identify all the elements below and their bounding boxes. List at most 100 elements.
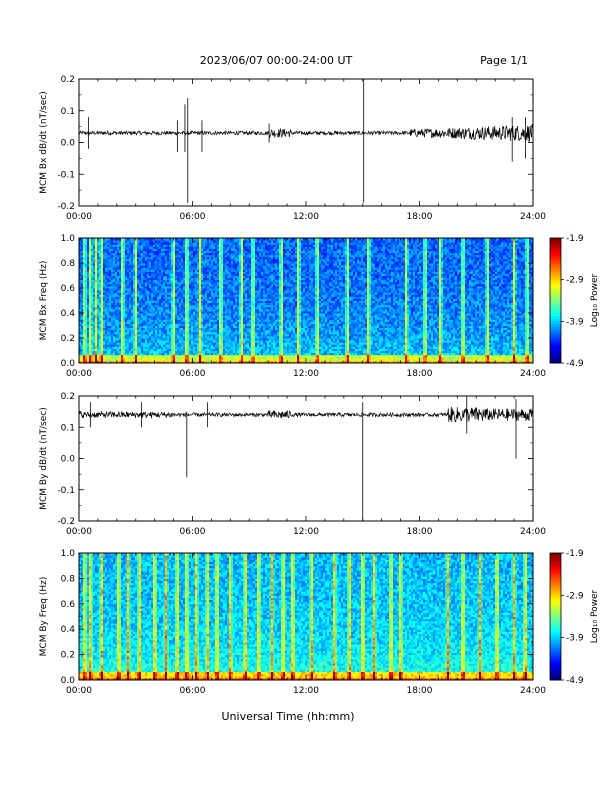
spectrogram-cell xyxy=(109,352,112,356)
spectrogram-cell xyxy=(95,242,98,245)
spectrogram-cell xyxy=(147,323,150,326)
spectrogram-cell xyxy=(103,319,106,322)
spectrogram-cell xyxy=(147,250,150,254)
spectrogram-cell xyxy=(141,298,144,301)
spectrogram-cell xyxy=(141,296,144,299)
spectrogram-cell xyxy=(155,300,158,304)
spectrogram-cell xyxy=(103,283,106,287)
spectrogram-cell xyxy=(117,244,120,247)
spectrogram-cell xyxy=(153,310,156,314)
spectrogram-cell xyxy=(79,342,82,345)
spectrogram-cell xyxy=(143,244,146,247)
spectrogram-cell xyxy=(151,283,154,287)
spectrogram-cell xyxy=(105,283,108,287)
spectrogram-cell xyxy=(113,302,116,306)
spectrogram-cell xyxy=(93,250,96,254)
spectrogram-cell xyxy=(123,281,126,285)
spectrogram-cell xyxy=(119,279,122,283)
spectrogram-cell xyxy=(99,267,102,270)
spectrogram-cell xyxy=(159,329,162,333)
spectrogram-cell xyxy=(149,350,152,354)
spectrogram-cell xyxy=(131,317,134,320)
spectrogram-cell xyxy=(125,277,128,281)
spectrogram-cell xyxy=(91,256,94,260)
spectrogram-cell xyxy=(89,333,92,337)
spectrogram-cell xyxy=(95,354,98,358)
spectrogram-cell xyxy=(135,313,138,316)
spectrogram-cell xyxy=(125,321,128,324)
spectrogram-cell xyxy=(127,327,130,331)
spectrogram-cell xyxy=(155,281,158,285)
spectrogram-cell xyxy=(143,279,146,283)
spectrogram-cell xyxy=(79,310,82,314)
spectrogram-cell xyxy=(123,265,126,268)
spectrogram-cell xyxy=(113,275,116,279)
spectrogram-cell xyxy=(121,319,124,322)
spectrogram-cell xyxy=(107,323,110,326)
spectrogram-cell xyxy=(103,281,106,285)
spectrogram-cell xyxy=(85,356,88,360)
spectrogram-cell xyxy=(125,242,128,245)
spectrogram-cell xyxy=(97,308,100,312)
spectrogram-cell xyxy=(149,277,152,281)
spectrogram-cell xyxy=(113,238,116,241)
spectrogram-cell xyxy=(131,263,134,266)
spectrogram-cell xyxy=(151,302,154,306)
spectrogram-cell xyxy=(83,244,86,247)
spectrogram-cell xyxy=(95,290,98,293)
spectrogram-cell xyxy=(113,246,116,249)
spectrogram-cell xyxy=(79,358,82,362)
spectrogram-cell xyxy=(93,281,96,285)
spectrogram-cell xyxy=(85,242,88,245)
spectrogram-cell xyxy=(89,296,92,299)
spectrogram-cell xyxy=(103,344,106,347)
spectrogram-cell xyxy=(83,323,86,326)
spectrogram-cell xyxy=(83,310,86,314)
spectrogram-cell xyxy=(103,346,106,349)
spectrogram-cell xyxy=(139,285,142,289)
spectrogram-cell xyxy=(135,252,138,256)
spectrogram-cell xyxy=(149,308,152,312)
spectrogram-cell xyxy=(135,273,138,276)
spectrogram-cell xyxy=(155,250,158,254)
spectrogram-cell xyxy=(105,254,108,258)
spectrogram-cell xyxy=(153,319,156,322)
spectrogram-cell xyxy=(145,346,148,349)
spectrogram-cell xyxy=(143,277,146,281)
spectrogram-cell xyxy=(139,354,142,358)
spectrogram-cell xyxy=(129,333,132,337)
spectrogram-cell xyxy=(93,285,96,289)
spectrogram-cell xyxy=(105,244,108,247)
spectrogram-cell xyxy=(123,269,126,272)
spectrogram-cell xyxy=(91,315,94,318)
spectrogram-cell xyxy=(127,333,130,337)
spectrogram-cell xyxy=(147,300,150,304)
spectrogram-cell xyxy=(157,288,160,291)
spectrogram-cell xyxy=(117,258,120,262)
spectrogram-cell xyxy=(161,335,164,339)
spectrogram-cell xyxy=(125,335,128,339)
spectrogram-cell xyxy=(83,283,86,287)
spectrogram-cell xyxy=(141,346,144,349)
spectrogram-cell xyxy=(105,238,108,241)
spectrogram-cell xyxy=(159,265,162,268)
spectrogram-cell xyxy=(109,323,112,326)
spectrogram-cell xyxy=(155,273,158,276)
spectrogram-cell xyxy=(125,244,128,247)
spectrogram-cell xyxy=(97,317,100,320)
spectrogram-cell xyxy=(105,315,108,318)
spectrogram-cell xyxy=(85,340,88,343)
spectrogram-cell xyxy=(91,331,94,335)
spectrogram-cell xyxy=(113,265,116,268)
spectrogram-cell xyxy=(97,273,100,276)
spectrogram-cell xyxy=(79,263,82,266)
spectrogram-cell xyxy=(87,352,90,356)
spectrogram-cell xyxy=(111,304,114,308)
spectrogram-cell xyxy=(151,340,154,343)
spectrogram-cell xyxy=(115,354,118,358)
spectrogram-cell xyxy=(91,321,94,324)
spectrogram-cell xyxy=(153,294,156,297)
spectrogram-cell xyxy=(157,256,160,260)
spectrogram-cell xyxy=(151,350,154,354)
spectrogram-cell xyxy=(139,350,142,354)
